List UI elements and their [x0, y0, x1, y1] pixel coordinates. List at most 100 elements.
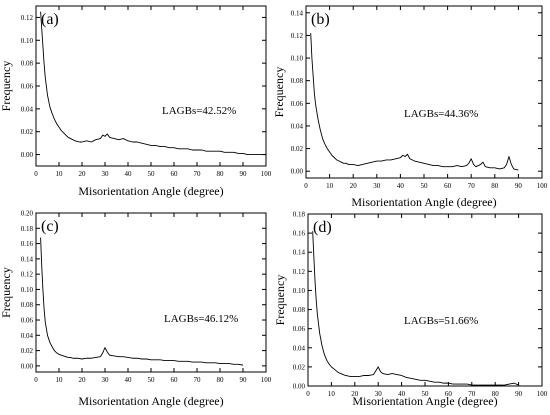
- y-tick-label: 0.16: [21, 240, 34, 248]
- lagbs-annotation: LAGBs=42.52%: [162, 105, 236, 117]
- y-tick-label: 0.14: [293, 249, 306, 257]
- x-tick-label: 0: [306, 390, 310, 398]
- x-tick-label: 60: [171, 170, 179, 178]
- y-tick-label: 0.12: [291, 32, 304, 40]
- y-tick-label: 0.04: [293, 344, 306, 352]
- x-tick-label: 100: [261, 376, 272, 384]
- x-tick-label: 20: [79, 376, 87, 384]
- chart-panel-d: 0.00 0.02 0.04 0.06 0.08 0.10 0.12 0.14 0.16 0.18…: [273, 211, 548, 409]
- x-tick-label: 40: [397, 182, 405, 190]
- y-tick-label: 0.10: [21, 37, 34, 45]
- x-axis-label: Misorientation Angle (degree): [352, 394, 497, 408]
- x-tick-label: 100: [261, 170, 272, 178]
- y-tick-label: 0.10: [291, 55, 304, 63]
- lagbs-annotation: LAGBs=46.12%: [164, 313, 238, 325]
- x-tick-label: 50: [148, 376, 156, 384]
- x-tick-label: 60: [171, 376, 179, 384]
- y-tick-label: 0.00: [291, 168, 304, 176]
- panel-label: (b): [311, 11, 330, 28]
- x-tick-label: 10: [56, 376, 64, 384]
- y-tick-label: 0.06: [21, 317, 34, 325]
- x-tick-label: 100: [537, 390, 548, 398]
- y-tick-label: 0.08: [293, 306, 306, 314]
- x-tick-label: 10: [328, 390, 336, 398]
- y-tick-label: 0.06: [293, 325, 306, 333]
- chart-panel-b: 0.00 0.02 0.04 0.06 0.08 0.10 0.12 0.14 0 10 20 30…: [272, 5, 548, 209]
- y-tick-label: 0.02: [293, 363, 306, 371]
- y-tick-label: 0.04: [21, 332, 34, 340]
- x-tick-label: 70: [468, 390, 476, 398]
- x-tick-label: 0: [34, 170, 38, 178]
- y-axis-label: Frequency: [0, 267, 13, 318]
- y-tick-label: 0.12: [21, 14, 34, 22]
- x-tick-label: 30: [102, 170, 110, 178]
- x-tick-label: 10: [56, 170, 64, 178]
- x-tick-label: 40: [398, 390, 406, 398]
- panel-label: (c): [41, 218, 59, 235]
- x-tick-label: 20: [351, 390, 359, 398]
- x-tick-label: 40: [125, 376, 133, 384]
- frequency-series-line: [312, 231, 519, 386]
- x-tick-label: 70: [468, 182, 476, 190]
- x-tick-label: 60: [444, 182, 452, 190]
- x-tick-label: 10: [326, 182, 334, 190]
- y-tick-label: 0.14: [21, 255, 34, 263]
- x-tick-label: 30: [373, 182, 381, 190]
- frequency-series-line: [40, 11, 266, 156]
- x-tick-label: 50: [421, 182, 429, 190]
- x-tick-label: 90: [515, 182, 523, 190]
- x-tick-label: 100: [537, 182, 548, 190]
- y-tick-label: 0.00: [21, 151, 34, 159]
- y-tick-label: 0.18: [293, 211, 306, 219]
- y-tick-label: 0.06: [291, 100, 304, 108]
- x-tick-label: 90: [240, 170, 248, 178]
- y-tick-label: 0.06: [21, 83, 34, 91]
- x-tick-label: 20: [350, 182, 358, 190]
- y-tick-label: 0.02: [21, 128, 34, 136]
- x-axis-label: Misorientation Angle (degree): [351, 195, 496, 209]
- y-tick-label: 0.08: [291, 77, 304, 85]
- x-tick-label: 50: [422, 390, 430, 398]
- x-tick-label: 70: [194, 376, 202, 384]
- y-tick-label: 0.20: [21, 210, 34, 218]
- x-tick-label: 90: [515, 390, 523, 398]
- x-tick-label: 70: [194, 170, 202, 178]
- x-tick-label: 30: [102, 376, 110, 384]
- y-tick-label: 0.08: [21, 60, 34, 68]
- y-tick-label: 0.04: [21, 105, 34, 113]
- y-tick-label: 0.14: [291, 9, 304, 17]
- x-tick-label: 50: [148, 170, 156, 178]
- y-tick-label: 0.12: [21, 271, 34, 279]
- x-tick-label: 30: [375, 390, 383, 398]
- y-tick-label: 0.02: [21, 347, 34, 355]
- y-tick-label: 0.04: [291, 122, 304, 130]
- x-axis-label: Misorientation Angle (degree): [78, 394, 223, 408]
- y-tick-label: 0.18: [21, 225, 34, 233]
- y-tick-label: 0.16: [293, 230, 306, 238]
- lagbs-annotation: LAGBs=44.36%: [404, 108, 478, 120]
- y-tick-label: 0.10: [293, 287, 306, 295]
- x-tick-label: 20: [79, 170, 87, 178]
- lagbs-annotation: LAGBs=51.66%: [404, 315, 478, 327]
- panel-label: (a): [41, 11, 59, 28]
- x-tick-label: 60: [445, 390, 453, 398]
- y-tick-label: 0.00: [293, 383, 306, 391]
- x-tick-label: 40: [125, 170, 133, 178]
- x-tick-label: 80: [492, 390, 500, 398]
- y-tick-label: 0.00: [21, 362, 34, 370]
- y-tick-label: 0.08: [21, 301, 34, 309]
- frequency-series-line: [40, 237, 244, 366]
- x-tick-label: 80: [491, 182, 499, 190]
- x-tick-label: 80: [217, 170, 225, 178]
- x-tick-label: 0: [34, 376, 38, 384]
- x-tick-label: 80: [217, 376, 225, 384]
- y-axis-label: Frequency: [273, 275, 287, 326]
- y-tick-label: 0.10: [21, 286, 34, 294]
- x-tick-label: 90: [240, 376, 248, 384]
- y-axis-label: Frequency: [272, 67, 286, 118]
- y-axis-label: Frequency: [0, 61, 13, 112]
- chart-panel-a: 0.00 0.02 0.04 0.06 0.08 0.10 0.12 0 10 20 30 40 50…: [0, 5, 272, 198]
- x-axis-label: Misorientation Angle (degree): [78, 184, 223, 198]
- y-tick-label: 0.12: [293, 268, 306, 276]
- chart-panel-c: 0.00 0.02 0.04 0.06 0.08 0.10 0.12 0.14 0.16 0.18…: [0, 210, 272, 409]
